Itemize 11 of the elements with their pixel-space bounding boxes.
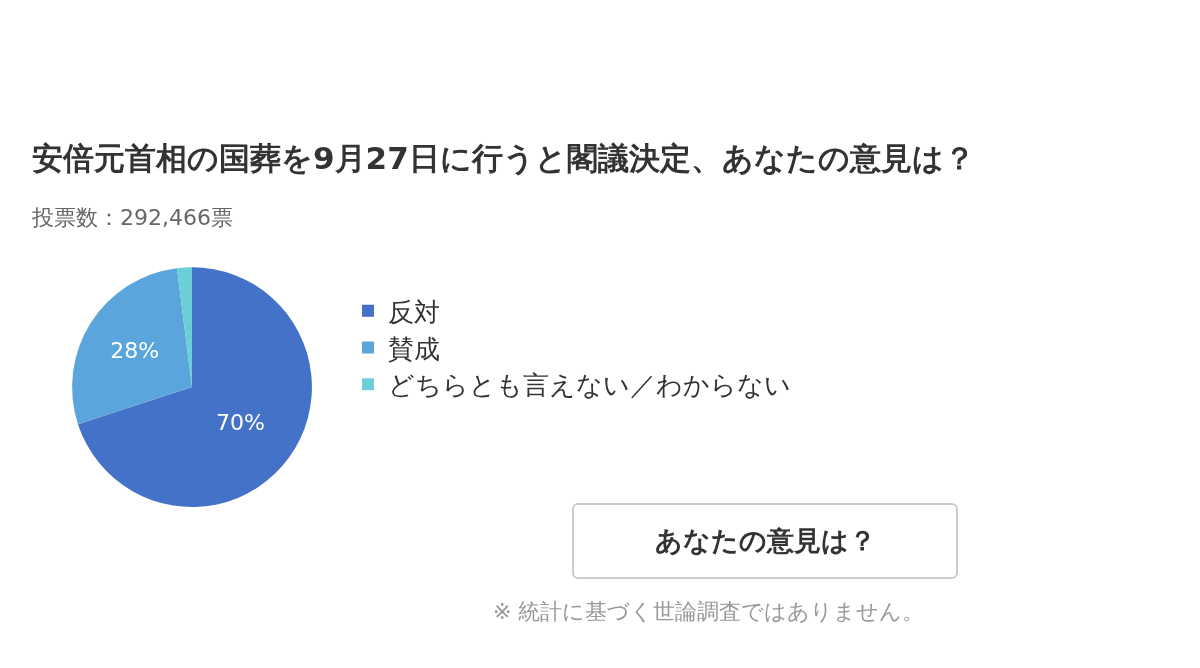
legend-label: 賛成	[388, 333, 440, 364]
legend-label: 反対	[388, 296, 440, 327]
data-label: 28%	[110, 338, 160, 364]
pie-slice	[77, 267, 312, 507]
chart-subtitle: 投票数：292,466票	[32, 204, 233, 232]
chart-title: 安倍元首相の国葬を9月27日に行うと閣議決定、あなたの意見は？	[32, 139, 975, 178]
data-label: 70%	[216, 409, 265, 435]
legend-label: どちらとも言えない／わからない	[388, 370, 791, 401]
text: ※ 統計に基づく世論調査ではありません。	[493, 598, 925, 626]
pie-slice	[72, 268, 192, 425]
button: あなたの意見は？	[572, 503, 958, 579]
